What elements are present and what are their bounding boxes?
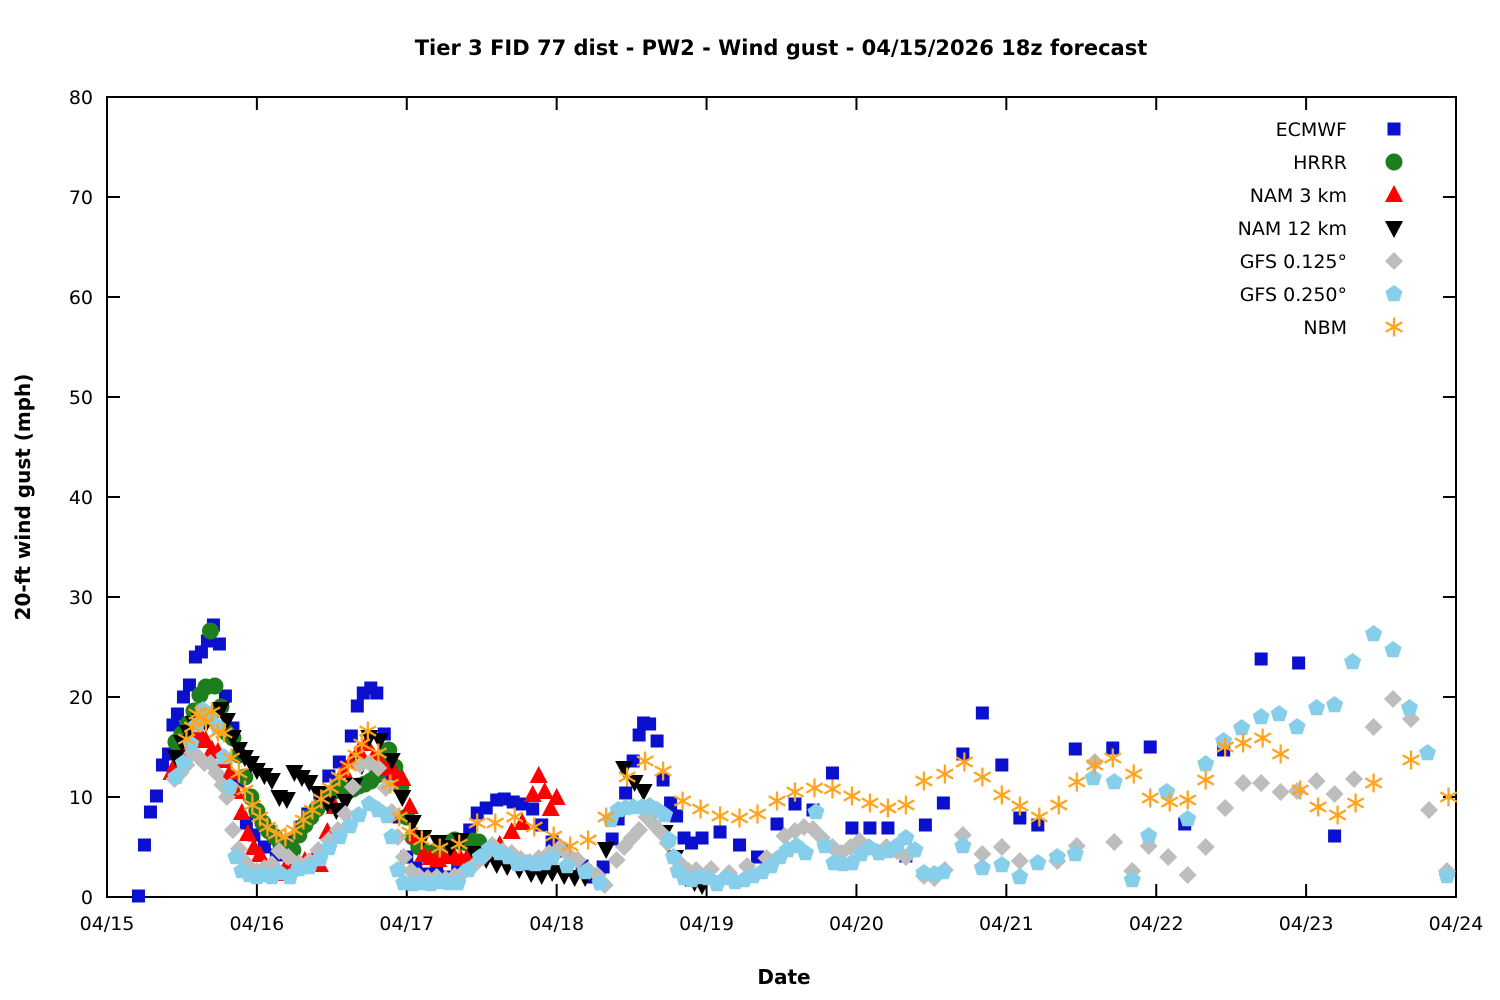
legend-item-gfs-0-250: GFS 0.250° xyxy=(1240,284,1403,306)
legend-marker-diamond-icon xyxy=(1385,252,1403,270)
y-tick-label: 10 xyxy=(69,787,93,809)
legend-label: NAM 12 km xyxy=(1238,218,1347,240)
y-tick-label: 40 xyxy=(69,487,93,509)
legend-marker-triangle-down-icon xyxy=(1385,221,1403,238)
legend-marker-square-icon xyxy=(1387,122,1401,136)
legend-marker-pentagon-icon xyxy=(1385,285,1403,302)
y-tick-label: 30 xyxy=(69,587,93,609)
chart-title: Tier 3 FID 77 dist - PW2 - Wind gust - 0… xyxy=(415,36,1148,60)
legend-label: HRRR xyxy=(1293,152,1347,174)
x-tick-label: 04/18 xyxy=(529,913,584,935)
legend-label: NBM xyxy=(1303,317,1347,339)
y-tick-label: 70 xyxy=(69,187,93,209)
y-tick-label: 50 xyxy=(69,387,93,409)
y-tick-label: 0 xyxy=(81,887,93,909)
legend-label: GFS 0.125° xyxy=(1240,251,1347,273)
legend-item-ecmwf: ECMWF xyxy=(1276,119,1401,141)
legend-item-nbm: NBM xyxy=(1303,317,1403,339)
x-tick-label: 04/16 xyxy=(230,913,285,935)
x-axis-label: Date xyxy=(757,965,810,989)
x-tick-label: 04/23 xyxy=(1279,913,1334,935)
legend-marker-triangle-up-icon xyxy=(1385,185,1403,202)
series-gfs-0-250 xyxy=(167,625,1456,892)
y-tick-label: 20 xyxy=(69,687,93,709)
legend-item-gfs-0-125: GFS 0.125° xyxy=(1240,251,1403,273)
axes: 04/15 04/16 04/17 04/18 04/19 04/20 04/21 04/22… xyxy=(69,87,1484,935)
legend-marker-circle-icon xyxy=(1385,153,1403,171)
series-nbm xyxy=(177,702,1458,858)
x-tick-label: 04/17 xyxy=(379,913,434,935)
x-tick-label: 04/15 xyxy=(80,913,135,935)
legend-label: GFS 0.250° xyxy=(1240,284,1347,306)
y-tick-label: 80 xyxy=(69,87,93,109)
legend: ECMWF HRRR NAM 3 km NAM 12 km GFS 0.125° GFS … xyxy=(1238,119,1403,339)
x-tick-label: 04/24 xyxy=(1429,913,1484,935)
legend-item-hrrr: HRRR xyxy=(1293,152,1403,174)
x-tick-label: 04/19 xyxy=(679,913,734,935)
plot-area xyxy=(131,618,1458,903)
x-tick-label: 04/22 xyxy=(1129,913,1184,935)
y-axis-label: 20-ft wind gust (mph) xyxy=(11,374,35,621)
legend-label: NAM 3 km xyxy=(1250,185,1347,207)
legend-item-nam-3-km: NAM 3 km xyxy=(1250,185,1403,207)
legend-item-nam-12-km: NAM 12 km xyxy=(1238,218,1403,240)
legend-marker-asterisk-icon xyxy=(1385,317,1403,337)
legend-label: ECMWF xyxy=(1276,119,1347,141)
x-tick-label: 04/20 xyxy=(829,913,884,935)
y-tick-label: 60 xyxy=(69,287,93,309)
x-tick-label: 04/21 xyxy=(979,913,1034,935)
